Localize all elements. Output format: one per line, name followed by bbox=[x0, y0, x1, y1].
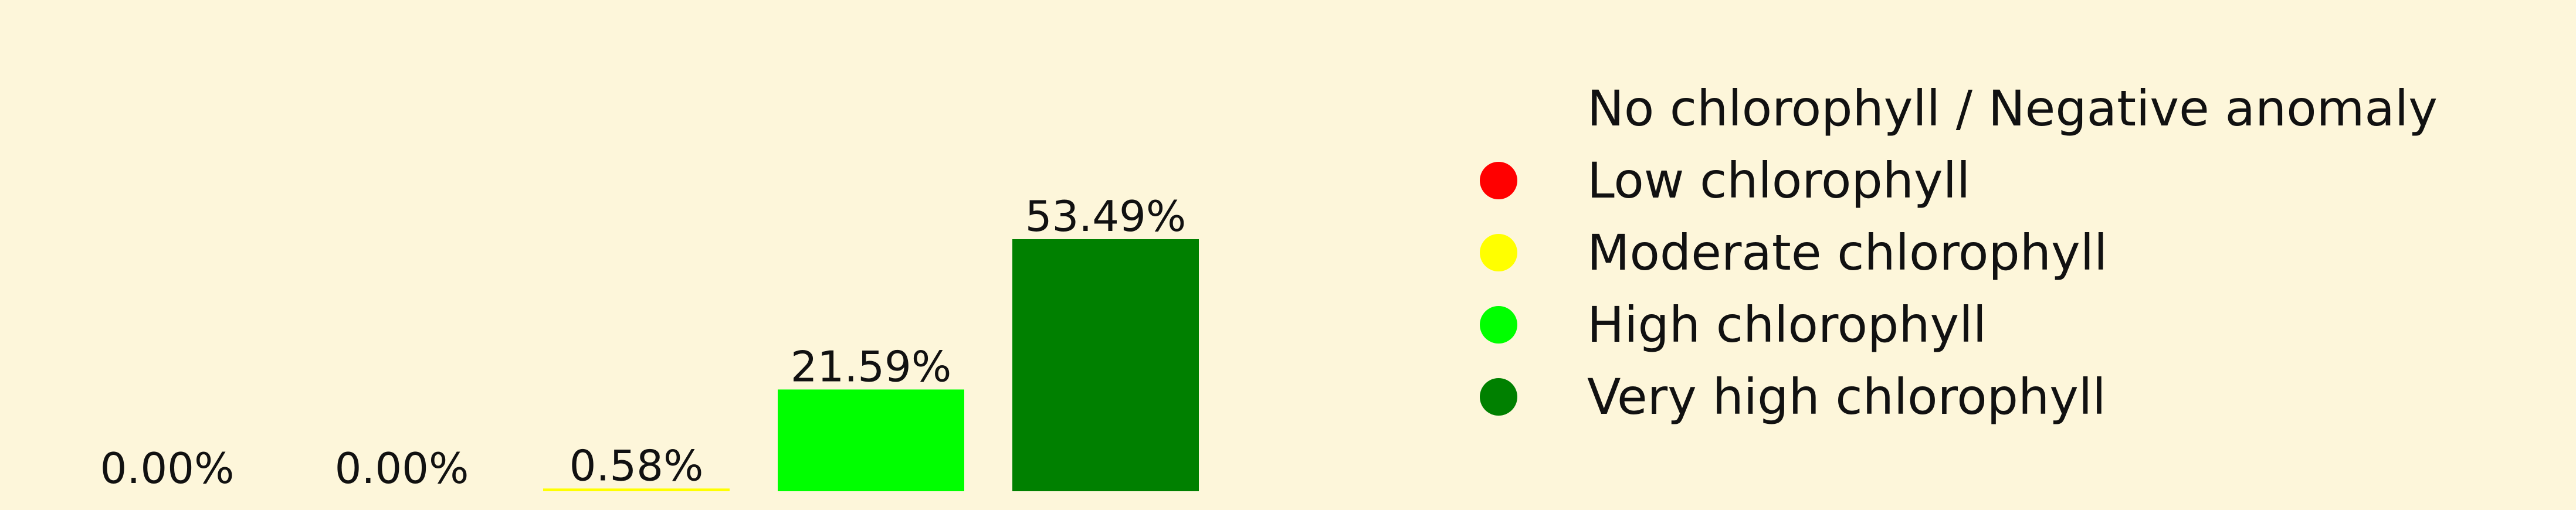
bar-value-label-1: 0.00% bbox=[100, 444, 235, 493]
legend-label-1: No chlorophyll / Negative anomaly bbox=[1587, 80, 2438, 137]
bar-4 bbox=[778, 389, 964, 491]
legend-entry-3: Moderate chlorophyll bbox=[1480, 224, 2107, 281]
bars-group bbox=[543, 239, 1199, 491]
bar-3 bbox=[543, 488, 730, 491]
bar-value-label-3: 0.58% bbox=[570, 441, 704, 490]
legend-label-2: Low chlorophyll bbox=[1587, 152, 1970, 209]
legend-label-3: Moderate chlorophyll bbox=[1587, 224, 2107, 281]
bar-value-label-4: 21.59% bbox=[791, 342, 952, 391]
legend-label-4: High chlorophyll bbox=[1587, 296, 1987, 353]
legend-marker-2 bbox=[1480, 162, 1517, 199]
legend-entry-5: Very high chlorophyll bbox=[1480, 368, 2106, 426]
legend-marker-3 bbox=[1480, 234, 1517, 271]
bar-value-label-5: 53.49% bbox=[1025, 192, 1187, 241]
legend-entry-1: No chlorophyll / Negative anomaly bbox=[1480, 80, 2438, 137]
legend: No chlorophyll / Negative anomaly Low chl… bbox=[1480, 80, 2438, 426]
bar-5 bbox=[1012, 239, 1199, 491]
legend-marker-1 bbox=[1480, 90, 1517, 127]
bar-value-label-2: 0.00% bbox=[335, 444, 469, 493]
legend-marker-5 bbox=[1480, 378, 1517, 416]
legend-marker-4 bbox=[1480, 306, 1517, 344]
bar-labels-group: 0.00% 0.00% 0.58% 21.59% 53.49% bbox=[100, 192, 1187, 493]
legend-label-5: Very high chlorophyll bbox=[1587, 368, 2106, 426]
legend-entry-2: Low chlorophyll bbox=[1480, 152, 1970, 209]
legend-entry-4: High chlorophyll bbox=[1480, 296, 1987, 353]
